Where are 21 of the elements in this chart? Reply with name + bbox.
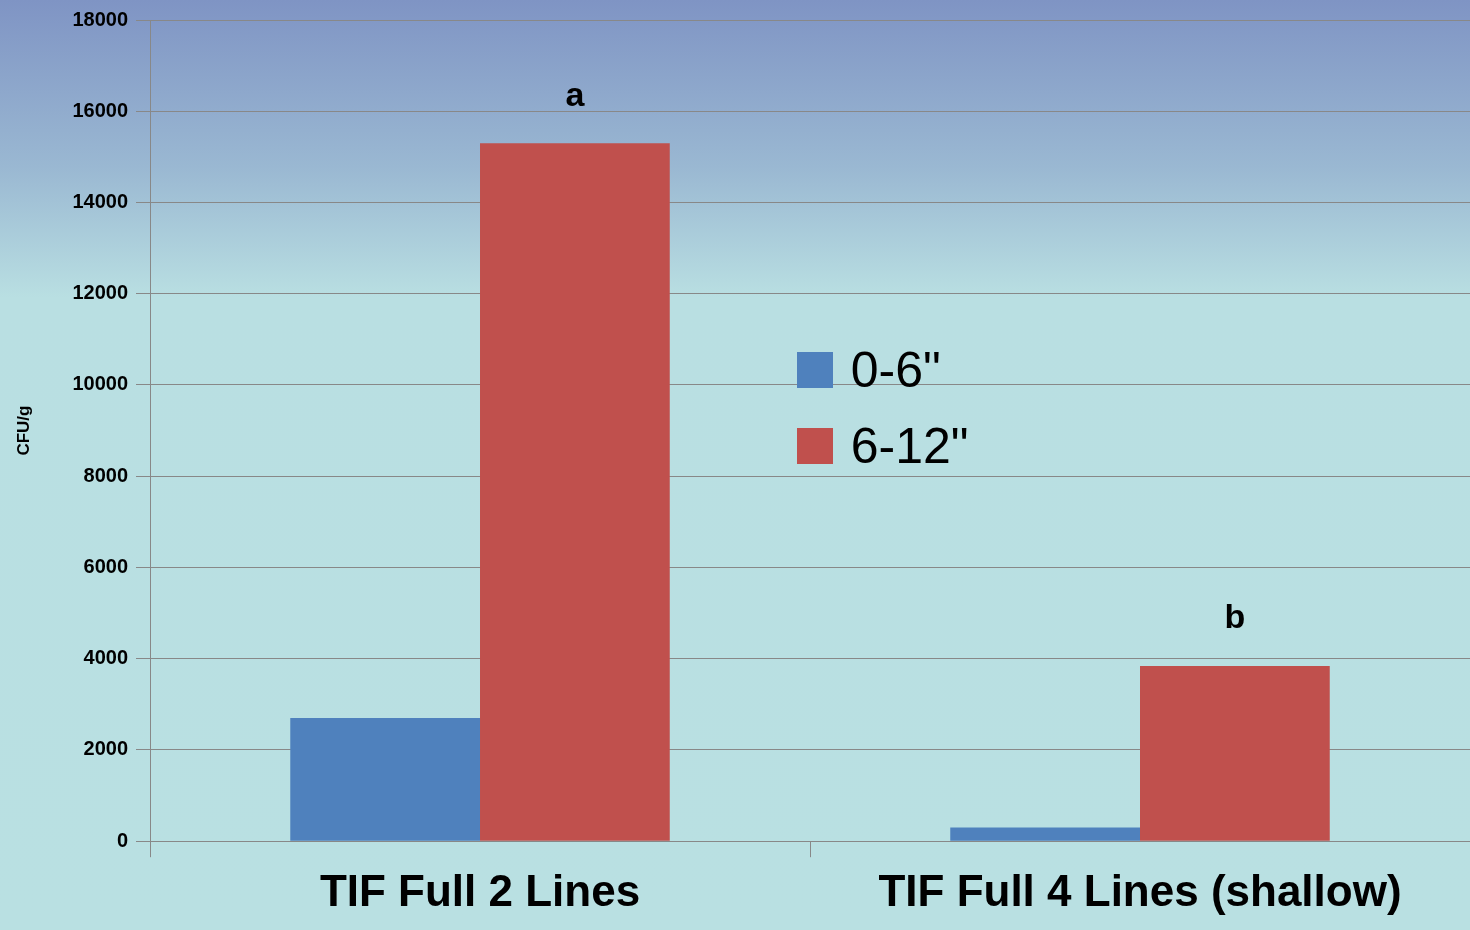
bar [290,718,481,841]
legend-label: 6-12" [850,417,969,476]
annotation: a [565,74,586,113]
legend-label: 0-6" [850,341,941,400]
y-tick-label: 18000 [72,7,129,30]
y-tick-label: 2000 [83,737,129,760]
y-tick-label: 16000 [72,98,129,121]
bar [480,143,670,841]
x-tick-label: TIF Full 2 Lines [319,865,641,915]
y-tick-label: 6000 [83,554,129,577]
bar [1140,666,1330,841]
y-tick-label: 10000 [72,372,129,395]
y-tick-label: 0 [116,828,129,851]
x-tick-label: TIF Full 4 Lines (shallow) [878,865,1402,915]
y-tick-label: 12000 [72,281,129,304]
y-tick-label: 14000 [72,190,129,212]
bar [950,827,1140,841]
y-axis-title: CFU/g [13,405,33,456]
y-tick-label: 4000 [83,646,129,669]
y-tick-label: 8000 [83,463,129,486]
annotation: b [1224,597,1246,636]
